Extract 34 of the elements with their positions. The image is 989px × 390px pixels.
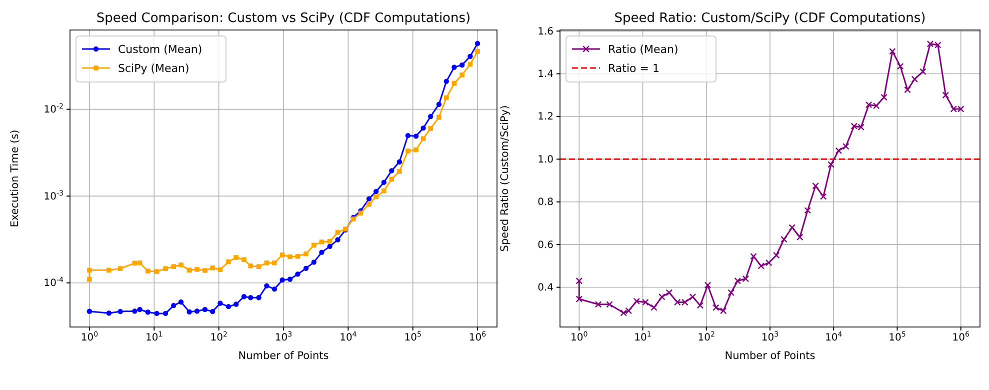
y-tick-label: 10$^{-4}$	[44, 276, 64, 290]
y-tick-label: 10$^{-2}$	[44, 102, 64, 116]
y-tick-label: 0.8	[538, 197, 554, 208]
x-tick-label: 10$^{0}$	[80, 330, 98, 344]
y-tick-label: 1.0	[538, 154, 554, 166]
x-tick-label: 10$^{0}$	[570, 330, 588, 344]
x-tick-label: 10$^{1}$	[146, 330, 163, 344]
y-tick-label: 10$^{-3}$	[44, 189, 64, 202]
x-tick-label: 10$^{4}$	[340, 330, 358, 344]
y-tick-label: 1.6	[538, 26, 554, 38]
x-axis-title: Number of Points	[724, 350, 816, 362]
y-tick-label: 0.6	[538, 240, 554, 251]
legend-label: Ratio (Mean)	[608, 43, 678, 56]
chart-title: Speed Ratio: Custom/SciPy (CDF Computations)	[614, 11, 926, 26]
y-axis-title: Speed Ratio (Custom/SciPy)	[499, 105, 511, 252]
x-tick-label: 10$^{2}$	[210, 330, 228, 344]
y-tick-label: 1.2	[538, 112, 554, 123]
x-tick-label: 10$^{5}$	[888, 330, 906, 344]
x-axis-title: Number of Points	[238, 350, 329, 362]
x-tick-label: 10$^{3}$	[761, 330, 779, 344]
y-tick-label: 0.4	[538, 282, 554, 294]
y-axis-title: Execution Time (s)	[9, 130, 21, 228]
legend-label: Custom (Mean)	[118, 43, 202, 56]
chart-title: Speed Comparison: Custom vs SciPy (CDF Computations)	[96, 11, 471, 26]
x-tick-label: 10$^{5}$	[404, 330, 422, 344]
y-tick-label: 1.4	[538, 68, 554, 80]
x-tick-label: 10$^{2}$	[698, 330, 715, 344]
x-tick-label: 10$^{3}$	[274, 330, 292, 344]
x-tick-label: 10$^{4}$	[825, 330, 843, 344]
legend-label: SciPy (Mean)	[118, 62, 190, 75]
x-tick-label: 10$^{1}$	[634, 330, 652, 344]
x-tick-label: 10$^{6}$	[952, 330, 970, 344]
x-tick-label: 10$^{6}$	[468, 330, 487, 344]
legend-label: Ratio = 1	[608, 62, 660, 75]
